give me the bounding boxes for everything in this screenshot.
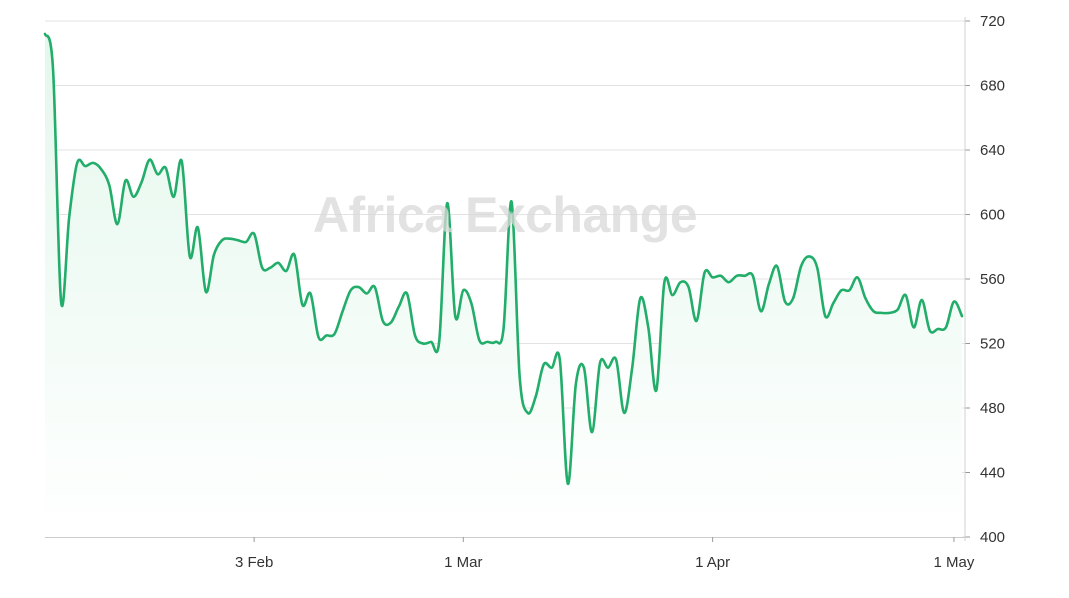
y-tick-label: 400	[980, 529, 1005, 546]
watermark-text: Africa Exchange	[312, 187, 698, 243]
y-tick-label: 560	[980, 271, 1005, 288]
y-tick-label: 480	[980, 400, 1005, 417]
y-tick-label: 680	[980, 78, 1005, 95]
price-series	[43, 32, 964, 486]
y-tick-label: 440	[980, 465, 1005, 482]
y-tick-label: 640	[980, 142, 1005, 159]
x-tick-label: 3 Feb	[235, 554, 273, 571]
y-tick-label: 720	[980, 13, 1005, 30]
area-fill	[45, 33, 962, 538]
x-tick-label: 1 Mar	[444, 554, 482, 571]
area-fill-path	[45, 33, 962, 538]
y-tick-label: 600	[980, 207, 1005, 224]
price-line	[43, 32, 964, 486]
x-tick-label: 1 May	[934, 554, 975, 571]
x-axis: 3 Feb 1 Mar 1 Apr 1 May	[45, 537, 975, 571]
x-tick-label: 1 Apr	[695, 554, 730, 571]
y-tick-label: 520	[980, 336, 1005, 353]
y-axis: 720 680 640 600 560 520 480 440 400	[964, 13, 1005, 546]
